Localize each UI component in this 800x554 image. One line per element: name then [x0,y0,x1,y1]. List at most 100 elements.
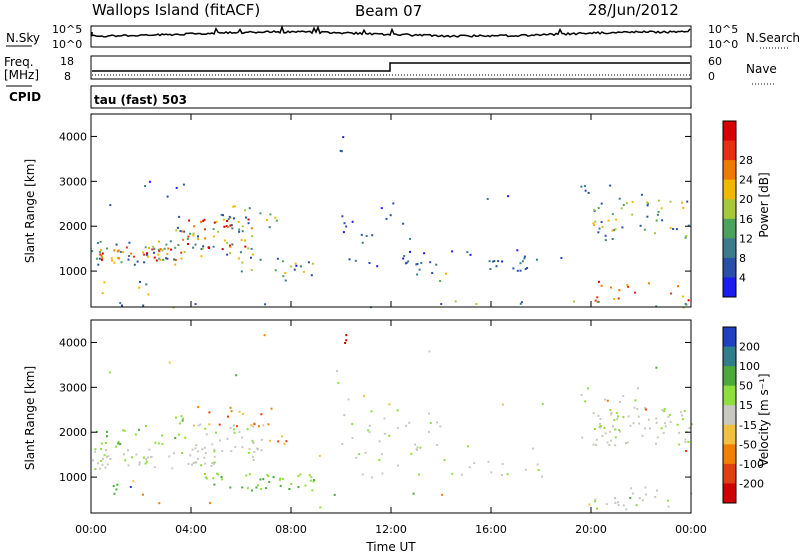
range-gate-cell [680,411,683,414]
range-gate-cell [466,251,469,254]
range-gate-cell [601,225,604,228]
power-colorbar-label: Power [dB] [757,172,771,237]
range-gate-cell [119,302,122,305]
range-gate-cell [125,246,128,249]
velocity-colorbar-label: Velocity [m s⁻¹] [757,373,771,466]
range-gate-cell [257,484,260,487]
range-gate-cell [451,472,454,475]
range-gate-cell [428,350,431,353]
range-gate-cell [299,265,302,268]
range-gate-cell [631,213,634,216]
range-gate-cell [668,413,671,416]
range-gate-cell [104,466,107,469]
range-gate-cell [660,207,663,210]
range-gate-cell [158,502,161,505]
range-gate-cell [135,453,138,456]
range-gate-cell [507,195,510,198]
range-gate-cell [290,265,293,268]
range-gate-cell [418,473,421,476]
colorbar-swatch [723,121,736,142]
range-gate-cell [376,265,379,268]
range-gate-cell [213,221,216,224]
range-gate-cell [678,443,681,446]
colorbar-frame [722,326,737,504]
range-gate-cell [132,480,135,483]
range-gate-cell [268,481,271,483]
range-gate-cell [655,219,658,222]
range-gate-cell [225,225,228,228]
freq-trace [92,62,690,72]
range-gate-cell [440,303,443,305]
cpid-label: CPID [9,90,41,104]
range-gate-cell [181,452,184,455]
range-gate-cell [310,274,313,277]
colorbar-swatch [723,199,736,220]
range-gate-cell [201,448,204,451]
colorbar-tick-label: 4 [739,271,746,284]
range-gate-cell [277,440,280,443]
range-gate-cell [519,269,522,272]
y-tick-label: 1000 [59,265,87,278]
range-gate-cell [594,498,597,501]
range-gate-cell [293,268,296,271]
range-gate-cell [226,220,229,222]
range-gate-cell [454,300,457,303]
range-gate-cell [113,261,116,264]
nsearch-label: N.Search [746,31,800,45]
range-gate-cell [646,201,649,204]
range-gate-cell [204,427,207,430]
range-gate-cell [260,413,263,416]
range-gate-cell [637,415,640,418]
range-gate-cell [468,466,471,469]
range-gate-cell [226,241,229,244]
range-gate-cell [101,252,104,255]
range-gate-cell [145,283,148,286]
range-gate-cell [221,248,224,251]
range-gate-cell [220,476,223,478]
range-gate-cell [248,473,251,476]
range-gate-cell [596,507,599,510]
range-gate-cell [378,459,381,462]
range-gate-cell [592,412,595,415]
range-gate-cell [419,446,422,449]
range-gate-cell [622,416,625,418]
range-gate-cell [113,492,116,495]
range-gate-cell [310,476,313,479]
range-gate-cell [152,245,155,248]
range-gate-cell [115,243,118,246]
range-gate-cell [655,366,658,369]
range-gate-cell [630,487,633,490]
range-gate-cell [345,339,348,342]
range-gate-cell [634,399,637,402]
range-gate-cell [600,284,603,287]
range-gate-cell [604,234,607,237]
range-gate-cell [599,422,601,425]
range-gate-cell [238,431,241,434]
range-gate-cell [309,479,312,482]
range-gate-cell [251,489,253,492]
range-gate-cell [255,486,258,489]
range-gate-cell [597,300,600,303]
x-tick-label: 00:00 [75,523,107,536]
range-gate-cell [654,232,656,235]
range-gate-cell [594,500,596,503]
range-gate-cell [139,280,141,283]
beam-title: Beam 07 [355,2,422,20]
range-gate-cell [681,414,684,417]
range-gate-cell [203,218,206,221]
range-gate-cell [620,207,623,210]
range-gate-cell [658,199,660,202]
range-gate-cell [473,462,476,465]
x-tick-label: 04:00 [175,523,207,536]
range-gate-cell [174,258,177,261]
range-gate-cell [171,467,174,470]
range-gate-cell [351,220,354,223]
range-gate-cell [229,406,232,409]
range-gate-cell [94,468,97,471]
range-gate-cell [519,262,522,265]
colorbar-swatch [723,218,736,239]
range-gate-cell [687,299,690,302]
range-gate-cell [123,429,126,432]
range-gate-cell [250,269,253,271]
range-gate-cell [635,504,638,507]
